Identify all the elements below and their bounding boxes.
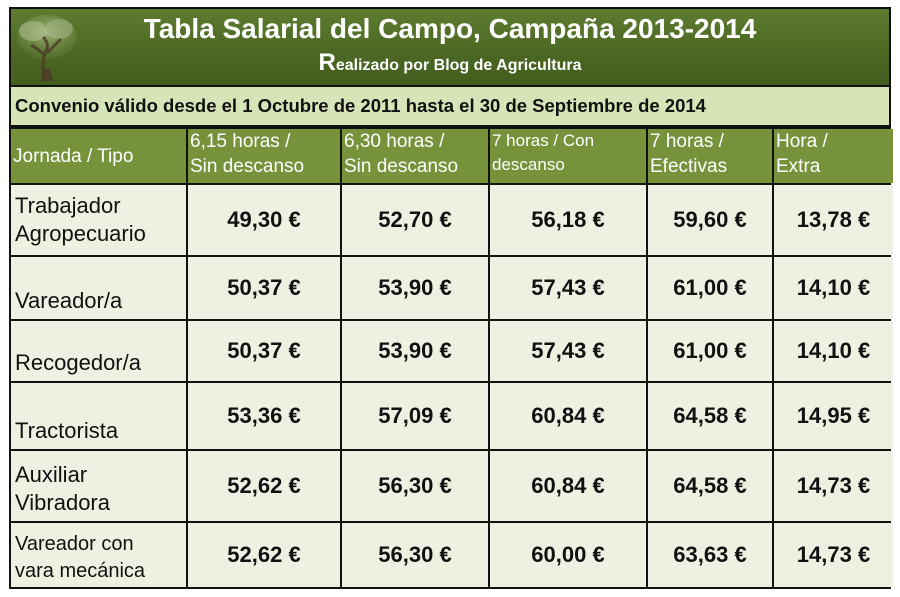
salary-cell: 14,73 € <box>774 451 893 521</box>
salary-cell: 50,37 € <box>188 321 340 381</box>
salary-cell: 64,58 € <box>648 383 772 449</box>
salary-cell: 61,00 € <box>648 257 772 319</box>
page-title: Tabla Salarial del Campo, Campaña 2013-2… <box>143 13 757 44</box>
salary-cell: 53,90 € <box>342 321 488 381</box>
salary-cell: 56,18 € <box>490 185 646 255</box>
row-label: Vareador con vara mecánica <box>11 523 186 587</box>
salary-cell: 52,62 € <box>188 523 340 587</box>
salary-cell: 64,58 € <box>648 451 772 521</box>
salary-cell: 50,37 € <box>188 257 340 319</box>
row-label: Recogedor/a <box>11 321 186 381</box>
salary-cell: 61,00 € <box>648 321 772 381</box>
title-band: Tabla Salarial del Campo, Campaña 2013-2… <box>11 9 889 85</box>
convenio-validity: Convenio válido desde el 1 Octubre de 20… <box>11 87 889 125</box>
subtitle-text: ealizado por Blog de Agricultura <box>335 57 582 74</box>
table-header-row: Jornada / Tipo 6,15 horas / Sin descanso … <box>11 129 893 183</box>
column-header: 6,15 horas / Sin descanso <box>188 129 340 183</box>
salary-cell: 14,73 € <box>774 523 893 587</box>
row-label: Tractorista <box>11 383 186 449</box>
column-header: Jornada / Tipo <box>11 129 186 183</box>
salary-cell: 14,10 € <box>774 257 893 319</box>
column-header: Hora / Extra <box>774 129 893 183</box>
column-header: 6,30 horas / Sin descanso <box>342 129 488 183</box>
salary-cell: 60,00 € <box>490 523 646 587</box>
row-label: Vareador/a <box>11 257 186 319</box>
column-header: 7 horas / Efectivas <box>648 129 772 183</box>
table-row: Tractorista 53,36 € 57,09 € 60,84 € 64,5… <box>11 383 893 449</box>
salary-cell: 56,30 € <box>342 451 488 521</box>
table-row: Vareador con vara mecánica 52,62 € 56,30 … <box>11 523 893 587</box>
olive-tree-icon <box>17 15 77 82</box>
salary-cell: 60,84 € <box>490 383 646 449</box>
salary-cell: 57,43 € <box>490 257 646 319</box>
column-header: 7 horas / Con descanso <box>490 129 646 183</box>
salary-cell: 57,09 € <box>342 383 488 449</box>
salary-cell: 14,10 € <box>774 321 893 381</box>
salary-table: Jornada / Tipo 6,15 horas / Sin descanso … <box>9 127 895 589</box>
subtitle-initial: R <box>318 49 336 76</box>
salary-table-frame: Tabla Salarial del Campo, Campaña 2013-2… <box>9 7 893 589</box>
salary-cell: 60,84 € <box>490 451 646 521</box>
salary-cell: 57,43 € <box>490 321 646 381</box>
table-row: Auxiliar Vibradora 52,62 € 56,30 € 60,84 … <box>11 451 893 521</box>
salary-cell: 63,63 € <box>648 523 772 587</box>
row-label: Auxiliar Vibradora <box>11 451 186 521</box>
salary-cell: 14,95 € <box>774 383 893 449</box>
table-row: Trabajador Agropecuario 49,30 € 52,70 € 5… <box>11 185 893 255</box>
row-label: Trabajador Agropecuario <box>11 185 186 255</box>
salary-cell: 13,78 € <box>774 185 893 255</box>
table-row: Vareador/a 50,37 € 53,90 € 57,43 € 61,00… <box>11 257 893 319</box>
salary-cell: 53,36 € <box>188 383 340 449</box>
salary-cell: 52,70 € <box>342 185 488 255</box>
salary-cell: 49,30 € <box>188 185 340 255</box>
salary-cell: 56,30 € <box>342 523 488 587</box>
table-row: Recogedor/a 50,37 € 53,90 € 57,43 € 61,0… <box>11 321 893 381</box>
salary-cell: 52,62 € <box>188 451 340 521</box>
subtitle: Realizado por Blog de Agricultura <box>11 51 889 78</box>
salary-cell: 53,90 € <box>342 257 488 319</box>
salary-cell: 59,60 € <box>648 185 772 255</box>
